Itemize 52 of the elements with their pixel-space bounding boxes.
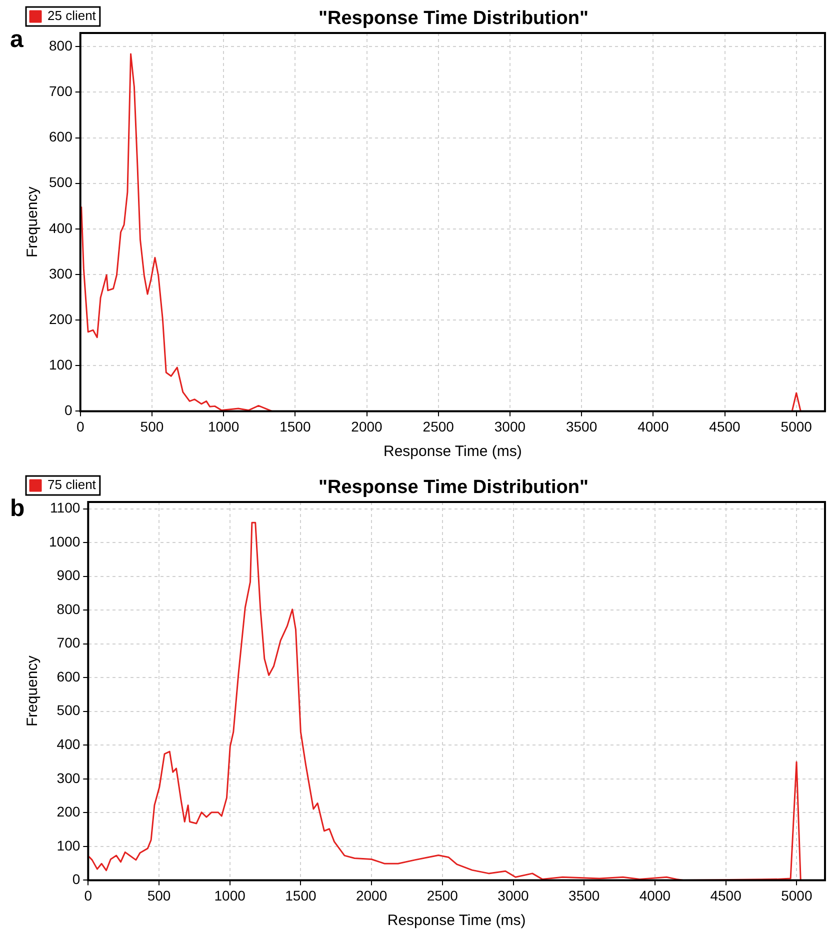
y-tick-label: 800 — [56, 600, 80, 617]
x-tick-label: 1500 — [285, 887, 316, 904]
y-tick-label: 800 — [49, 38, 73, 54]
y-tick-label: 600 — [49, 128, 73, 145]
y-tick-label: 0 — [72, 871, 80, 888]
y-tick-label: 700 — [49, 83, 73, 100]
x-tick-label: 4500 — [710, 887, 742, 904]
y-tick-label: 400 — [49, 220, 73, 236]
y-tick-label: 900 — [56, 567, 80, 584]
x-tick-label: 0 — [84, 887, 92, 904]
y-tick-label: 100 — [56, 837, 80, 854]
x-tick-label: 3500 — [566, 418, 598, 434]
x-tick-label: 5000 — [780, 418, 812, 434]
text: a — [10, 26, 24, 54]
chart-title: "Response Time Distribution" — [318, 8, 588, 29]
x-axis-title: Response Time (ms) — [387, 912, 526, 930]
x-tick-label: 4000 — [639, 887, 671, 904]
y-tick-label: 400 — [56, 736, 80, 752]
x-tick-label: 2000 — [351, 418, 383, 434]
y-tick-label: 1100 — [50, 500, 80, 516]
y-tick-label: 700 — [56, 634, 80, 651]
x-tick-label: 3500 — [568, 887, 600, 904]
y-tick-label: 300 — [49, 265, 73, 282]
x-tick-label: 3000 — [494, 418, 526, 434]
y-tick-label: 600 — [56, 668, 80, 684]
x-tick-label: 500 — [147, 887, 171, 904]
x-tick-label: 2500 — [426, 887, 458, 904]
x-tick-label: 4000 — [638, 418, 669, 434]
x-tick-label: 1500 — [280, 418, 311, 434]
x-tick-label: 500 — [140, 418, 164, 434]
x-tick-label: 2500 — [422, 418, 454, 434]
y-tick-label: 200 — [49, 310, 73, 327]
y-tick-label: 500 — [49, 174, 73, 190]
y-axis-title: Frequency — [24, 655, 42, 727]
legend-label: 25 client — [48, 8, 96, 24]
x-tick-label: 4500 — [709, 418, 741, 434]
y-tick-label: 100 — [49, 356, 73, 372]
x-tick-label: 5000 — [781, 887, 812, 904]
y-tick-label: 300 — [56, 770, 80, 786]
legend-label: 75 client — [48, 477, 96, 492]
x-tick-label: 1000 — [214, 887, 246, 904]
y-tick-label: 200 — [56, 804, 80, 820]
x-tick-label: 3000 — [498, 887, 530, 904]
y-tick-label: 500 — [56, 702, 80, 718]
x-tick-label: 1000 — [208, 418, 240, 434]
y-tick-label: 0 — [64, 402, 73, 418]
text: b — [10, 495, 25, 523]
y-tick-label: 1000 — [48, 533, 80, 550]
chart-title: "Response Time Distribution" — [318, 477, 588, 498]
y-axis-title: Frequency — [24, 186, 42, 258]
x-tick-label: 2000 — [356, 887, 388, 904]
x-axis-title: Response Time (ms) — [383, 443, 522, 460]
